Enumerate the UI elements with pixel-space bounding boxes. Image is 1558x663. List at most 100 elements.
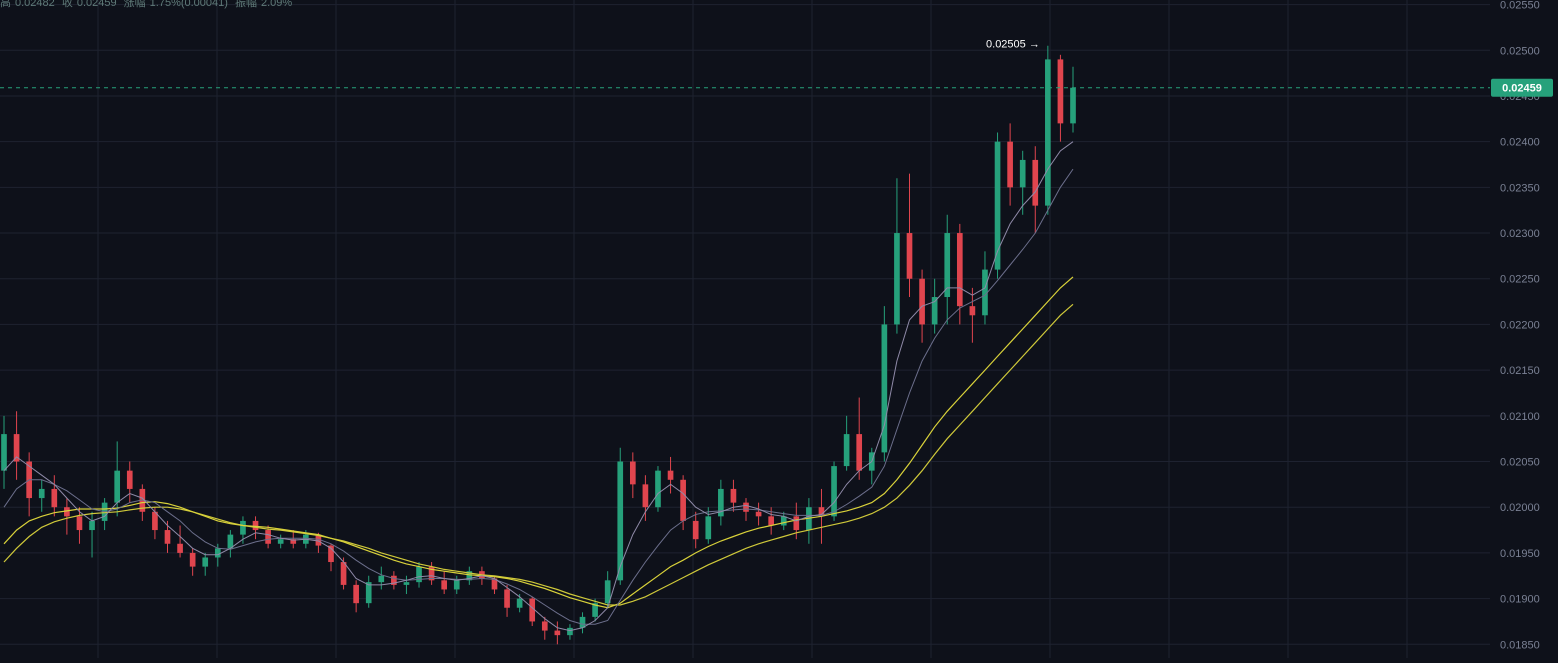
price-tick-label: 0.02050 bbox=[1500, 457, 1540, 469]
candle-body bbox=[1070, 87, 1076, 124]
candle-body bbox=[1032, 159, 1039, 206]
ma-long1-line bbox=[3, 276, 1074, 609]
candle-body bbox=[881, 324, 888, 453]
price-tick-label: 0.02550 bbox=[1500, 0, 1540, 12]
candle-body bbox=[365, 582, 372, 604]
candle-body bbox=[378, 575, 385, 583]
candle-body bbox=[994, 141, 1001, 270]
candle-body bbox=[315, 534, 322, 546]
candle-body bbox=[391, 575, 397, 585]
candle-body bbox=[328, 545, 334, 563]
candle-body bbox=[214, 548, 221, 558]
candle-body bbox=[982, 269, 988, 316]
candle-body bbox=[1, 434, 7, 471]
candle-body bbox=[567, 627, 573, 636]
candle-body bbox=[227, 534, 234, 549]
price-tick-label: 0.02000 bbox=[1500, 502, 1540, 514]
candle-body bbox=[126, 470, 133, 489]
candle-body bbox=[655, 470, 661, 508]
candle-body bbox=[793, 516, 800, 531]
candle-body bbox=[516, 598, 523, 608]
candle-body bbox=[240, 520, 246, 535]
candle-body bbox=[969, 306, 976, 316]
price-tick-label: 0.01900 bbox=[1500, 594, 1540, 606]
candle-body bbox=[743, 502, 749, 512]
close-label: 收 bbox=[61, 0, 73, 9]
candle-body bbox=[277, 539, 284, 544]
candle-body bbox=[642, 484, 649, 508]
candle-body bbox=[818, 507, 825, 517]
candle-body bbox=[177, 543, 183, 553]
candle-body bbox=[466, 571, 473, 581]
candle-body bbox=[353, 584, 359, 604]
ma-mid-line bbox=[3, 168, 1074, 625]
open-value: 0.02482 bbox=[15, 0, 55, 9]
high-marker-label: 0.02505 → bbox=[986, 39, 1040, 51]
close-value: 0.02459 bbox=[76, 0, 117, 9]
amp-value: 2.09% bbox=[261, 0, 293, 9]
candle-body bbox=[541, 621, 548, 631]
candle-body bbox=[692, 520, 699, 540]
candle-body bbox=[592, 603, 598, 617]
price-tick-label: 0.01850 bbox=[1500, 639, 1540, 651]
candle-body bbox=[604, 580, 611, 604]
candle-body bbox=[755, 511, 762, 517]
candle-body bbox=[491, 578, 498, 590]
candle-body bbox=[856, 434, 863, 471]
candle-body bbox=[1057, 59, 1064, 124]
candle-body bbox=[705, 516, 712, 540]
candle-body bbox=[831, 466, 837, 517]
candle-body bbox=[504, 589, 510, 608]
candle-body bbox=[617, 461, 624, 581]
price-tick-label: 0.02200 bbox=[1500, 319, 1540, 331]
price-tick-label: 0.02250 bbox=[1500, 274, 1540, 286]
candle-body bbox=[252, 520, 259, 531]
candle-body bbox=[38, 488, 45, 499]
candle-body bbox=[428, 566, 435, 581]
candle-body bbox=[453, 580, 460, 590]
candle-body bbox=[202, 557, 209, 567]
price-tick-label: 0.02100 bbox=[1500, 411, 1540, 423]
candle-body bbox=[76, 516, 83, 531]
candle-body bbox=[843, 434, 850, 467]
price-tick-label: 0.02500 bbox=[1500, 45, 1540, 57]
ma-long2-line bbox=[3, 303, 1074, 606]
candle-body bbox=[718, 488, 724, 517]
candle-body bbox=[164, 530, 171, 544]
candle-body bbox=[906, 233, 913, 279]
current-price-label: 0.02459 bbox=[1502, 83, 1542, 95]
candle-body bbox=[64, 507, 70, 517]
change-value: 1.75%(0.00041) bbox=[149, 0, 228, 9]
candle-body bbox=[290, 539, 297, 544]
info-bar: 高 0.02482 收 0.02459 涨幅 1.75%(0.00041) 振幅 2.0… bbox=[0, 0, 296, 9]
candle-body bbox=[340, 562, 347, 585]
candle-body bbox=[89, 520, 95, 531]
candle-body bbox=[931, 297, 938, 325]
candle-body bbox=[1045, 59, 1051, 206]
candle-body bbox=[554, 630, 561, 636]
candle-body bbox=[403, 582, 410, 585]
current-price-badge bbox=[1491, 78, 1553, 97]
price-tick-label: 0.02350 bbox=[1500, 182, 1540, 194]
candle-body bbox=[629, 461, 636, 485]
candle-body bbox=[416, 566, 422, 583]
price-tick-label: 0.02300 bbox=[1500, 228, 1540, 240]
candle-body bbox=[51, 488, 58, 508]
change-label: 涨幅 bbox=[123, 0, 146, 9]
amp-label: 振幅 bbox=[235, 0, 257, 9]
candle-body bbox=[114, 470, 121, 503]
candle-body bbox=[13, 434, 20, 462]
candle-body bbox=[529, 598, 536, 622]
candle-body bbox=[780, 516, 787, 526]
candle-body bbox=[730, 488, 737, 503]
candle-body bbox=[894, 233, 900, 325]
price-tick-label: 0.02400 bbox=[1500, 137, 1540, 149]
candle-body bbox=[956, 233, 963, 307]
candle-body bbox=[919, 278, 925, 325]
candle-body bbox=[1019, 159, 1026, 188]
candle-body bbox=[768, 516, 774, 526]
candle-body bbox=[189, 552, 196, 567]
ma-short-line bbox=[3, 141, 1074, 632]
